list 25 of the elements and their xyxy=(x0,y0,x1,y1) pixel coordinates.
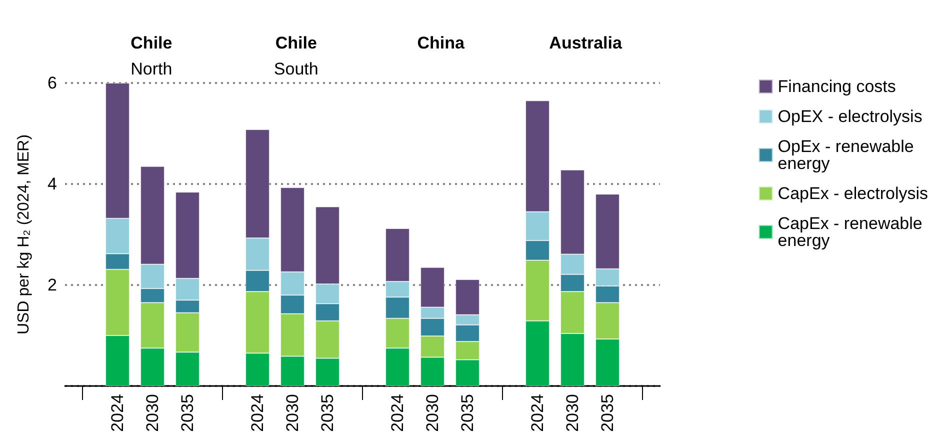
text: Chile North xyxy=(130,34,172,78)
y-tick-label: 4 xyxy=(48,174,57,194)
legend-label: OpEx - renewable energy xyxy=(778,137,919,173)
x-tick-label: 2024 xyxy=(528,394,547,432)
x-tick-label: 2035 xyxy=(458,394,477,432)
x-tick-label: 2035 xyxy=(318,394,337,432)
legend-label: OpEX - electrolysis xyxy=(778,107,922,126)
x-tick-label: 2030 xyxy=(143,394,162,432)
text: Australia xyxy=(549,34,622,52)
x-tick-label: 2024 xyxy=(108,394,127,432)
x-tick-label: 2035 xyxy=(598,394,617,432)
legend-label: Financing costs xyxy=(778,77,896,96)
x-tick-label: 2030 xyxy=(563,394,582,432)
x-tick-label: 2024 xyxy=(248,394,267,432)
y-tick-label: 2 xyxy=(48,276,57,294)
x-tick-label: 2024 xyxy=(388,394,407,432)
x-tick-label: 2030 xyxy=(423,394,442,432)
y-axis-title: USD per kg H₂ (2024, MER) xyxy=(16,134,32,335)
legend-label: CapEx - renewable energy xyxy=(778,214,928,250)
legend-label: CapEx - electrolysis xyxy=(778,184,928,203)
x-tick-label: 2035 xyxy=(178,394,197,432)
text: China xyxy=(417,34,466,52)
text: Chile South xyxy=(274,34,318,78)
y-tick-label: 6 xyxy=(48,74,57,92)
x-tick-label: 2030 xyxy=(283,394,302,432)
